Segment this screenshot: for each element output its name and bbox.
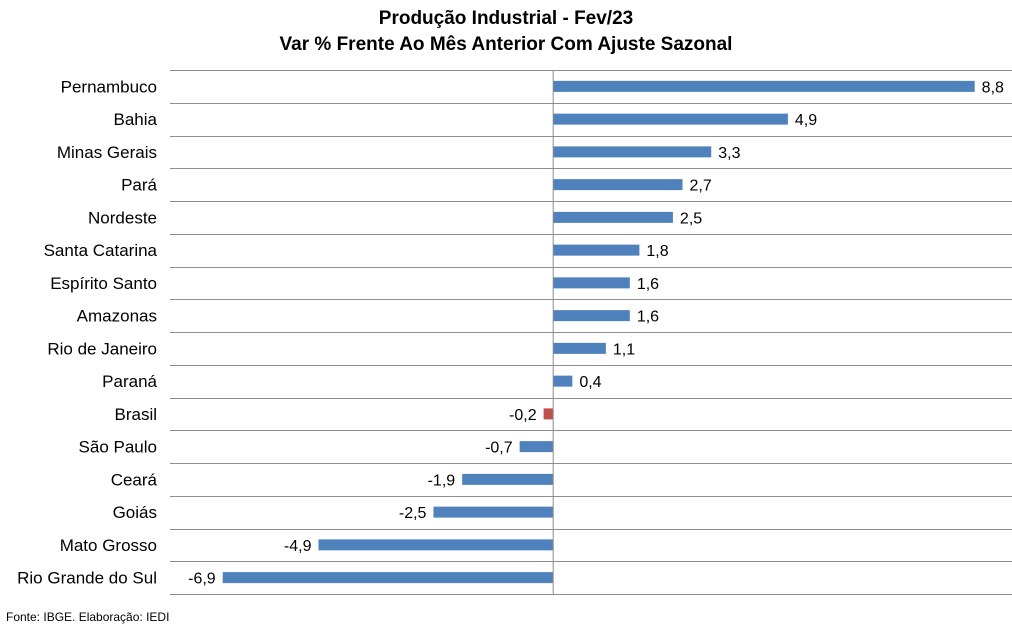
- data-label: -4,9: [284, 538, 312, 555]
- bar: [222, 572, 554, 584]
- category-label: Paraná: [102, 372, 157, 391]
- data-label: 1,1: [613, 341, 635, 358]
- bar: [553, 179, 683, 191]
- data-label: 3,3: [718, 145, 740, 162]
- bar: [318, 539, 554, 551]
- data-label: 1,8: [646, 243, 668, 260]
- source-note: Fonte: IBGE. Elaboração: IEDI: [6, 610, 170, 624]
- data-label: 8,8: [982, 79, 1004, 96]
- data-label: -2,5: [399, 505, 427, 522]
- bar: [553, 80, 975, 92]
- data-label: -0,2: [509, 407, 537, 424]
- category-label: Minas Gerais: [57, 143, 157, 162]
- category-label: Mato Grosso: [60, 536, 157, 555]
- data-label: -1,9: [428, 472, 456, 489]
- data-label: -0,7: [485, 440, 513, 457]
- data-label: 0,4: [579, 374, 601, 391]
- category-label: São Paulo: [79, 438, 157, 457]
- category-label: Goiás: [113, 503, 157, 522]
- bar: [462, 473, 554, 485]
- category-label: Pernambuco: [61, 77, 157, 96]
- chart-title: Produção Industrial - Fev/23 Var % Frent…: [0, 6, 1012, 58]
- bar: [553, 113, 788, 125]
- data-label: 4,9: [795, 112, 817, 129]
- category-label: Bahia: [114, 110, 158, 129]
- bar: [543, 408, 554, 420]
- category-label: Pará: [121, 176, 157, 195]
- category-label: Nordeste: [88, 208, 157, 227]
- bar: [553, 244, 640, 256]
- data-label: 1,6: [637, 276, 659, 293]
- bar: [553, 342, 606, 354]
- category-label: Brasil: [114, 405, 157, 424]
- category-label: Ceará: [111, 470, 158, 489]
- bar: [553, 211, 673, 223]
- category-label: Rio de Janeiro: [47, 339, 157, 358]
- chart-title-line2: Var % Frente Ao Mês Anterior Com Ajuste …: [279, 34, 733, 55]
- data-label: 2,5: [680, 210, 702, 227]
- category-label: Espírito Santo: [50, 274, 157, 293]
- bar: [553, 146, 712, 158]
- bar: [553, 310, 630, 322]
- data-label: 2,7: [690, 178, 712, 195]
- data-label: 1,6: [637, 309, 659, 326]
- bar: [553, 277, 630, 289]
- bar: [553, 375, 573, 387]
- bar: [519, 441, 554, 453]
- category-label: Rio Grande do Sul: [17, 569, 157, 588]
- bar: [433, 506, 554, 518]
- data-label: -6,9: [188, 571, 216, 588]
- category-label: Amazonas: [77, 307, 157, 326]
- category-label: Santa Catarina: [44, 241, 158, 260]
- chart-title-line1: Produção Industrial - Fev/23: [378, 8, 634, 29]
